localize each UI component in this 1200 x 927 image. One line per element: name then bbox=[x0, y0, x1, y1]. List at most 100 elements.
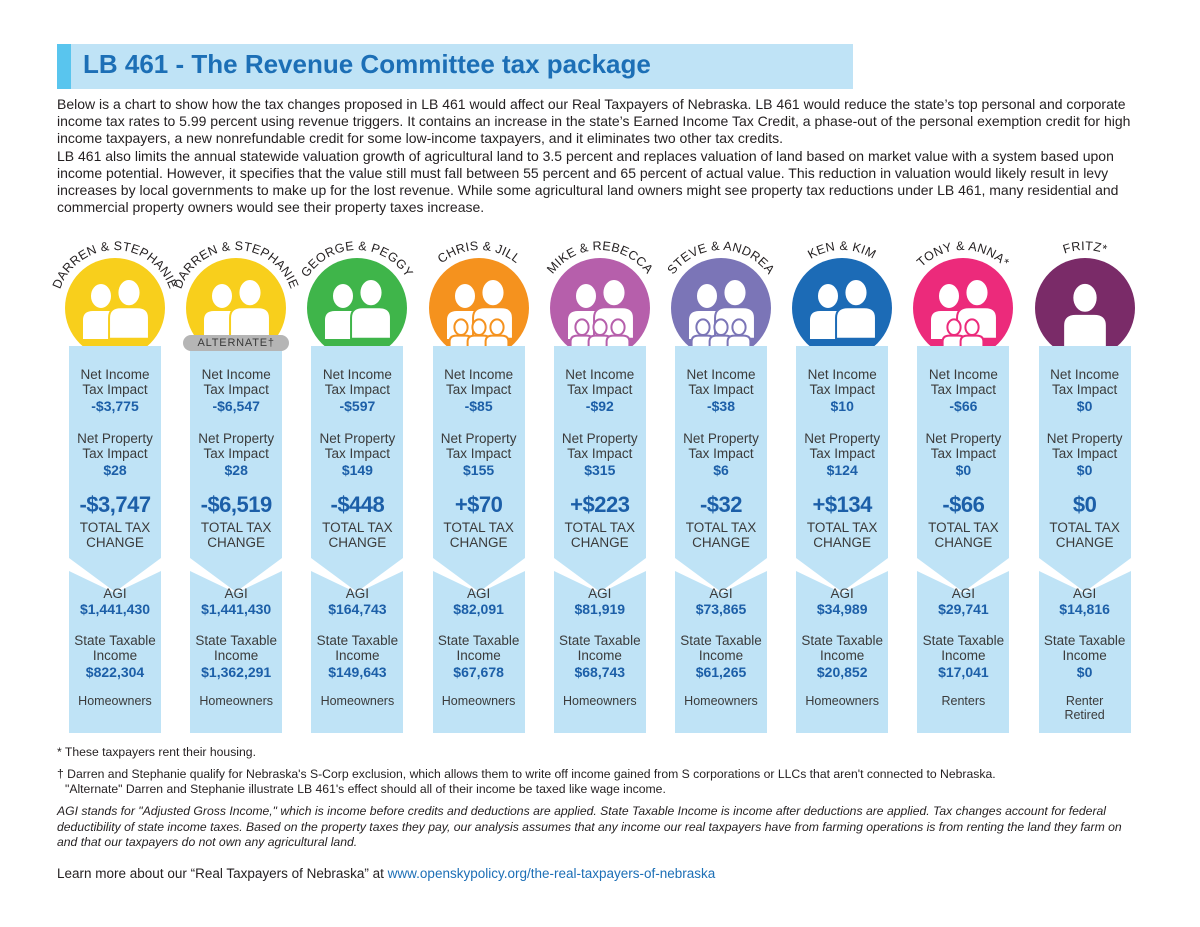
total-tax-change-label: TOTAL TAX bbox=[928, 520, 999, 535]
agi-label: AGI bbox=[224, 586, 248, 601]
tax-impact-panel bbox=[190, 346, 283, 592]
net-property-label: Tax Impact bbox=[567, 446, 633, 461]
state-taxable-income-value: $17,041 bbox=[938, 664, 989, 680]
state-taxable-income-label: Income bbox=[456, 648, 501, 663]
net-property-value: $155 bbox=[463, 462, 495, 478]
net-property-value: $28 bbox=[224, 462, 248, 478]
learn-more: Learn more about our “Real Taxpayers of … bbox=[57, 866, 715, 881]
net-income-label: Net Income bbox=[807, 367, 877, 382]
total-tax-change-value: -$32 bbox=[699, 492, 743, 517]
tax-impact-panel bbox=[432, 346, 525, 592]
housing-status: Homeowners bbox=[562, 694, 637, 708]
net-income-label: Tax Impact bbox=[445, 382, 512, 397]
taxpayer-column: DARREN & STEPHANIE ALTERNATE† Net Income Ta… bbox=[171, 232, 301, 744]
state-taxable-income-value: $0 bbox=[1076, 664, 1093, 680]
net-income-label: Net Income bbox=[928, 367, 998, 382]
net-income-label: Tax Impact bbox=[1051, 382, 1118, 397]
agi-label: AGI bbox=[588, 586, 612, 601]
family-avatar bbox=[307, 258, 408, 358]
net-property-label: Net Property bbox=[77, 431, 153, 446]
tax-impact-panel bbox=[69, 346, 161, 592]
agi-label: AGI bbox=[345, 586, 370, 601]
total-tax-change-label: CHANGE bbox=[449, 535, 508, 550]
income-panel bbox=[190, 571, 283, 733]
net-income-label: Net Income bbox=[322, 367, 392, 382]
state-taxable-income-label: State Taxable bbox=[316, 633, 399, 648]
housing-status: Homeowners bbox=[805, 694, 879, 708]
net-income-value: -$6,547 bbox=[212, 398, 260, 414]
family-avatar bbox=[671, 258, 771, 358]
taxpayer-name: KEN & KIM bbox=[806, 239, 879, 262]
net-property-value: $315 bbox=[584, 462, 616, 478]
agi-label: AGI bbox=[1072, 586, 1097, 601]
total-tax-change-label: TOTAL TAX bbox=[685, 520, 757, 535]
state-taxable-income-label: Income bbox=[335, 648, 380, 663]
tax-impact-panel bbox=[796, 346, 889, 592]
net-property-label: Net Property bbox=[198, 431, 275, 446]
total-tax-change-value: -$448 bbox=[330, 492, 385, 517]
income-panel bbox=[69, 571, 161, 733]
total-tax-change-label: TOTAL TAX bbox=[806, 520, 878, 535]
taxpayer-column: MIKE & REBECCA Net Income Tax Impact -$92 Ne… bbox=[540, 232, 660, 744]
net-property-value: $149 bbox=[341, 462, 373, 478]
total-tax-change-label: CHANGE bbox=[86, 535, 144, 550]
svg-text:FRITZ*: FRITZ* bbox=[1061, 239, 1109, 257]
net-property-label: Tax Impact bbox=[203, 446, 269, 461]
net-property-label: Tax Impact bbox=[688, 446, 754, 461]
taxpayer-column: TONY & ANNA* Net Income Tax Impact -$66 Net … bbox=[903, 232, 1023, 744]
net-property-label: Tax Impact bbox=[809, 446, 875, 461]
taxpayer-column: CHRIS & JILL Net Income Tax Impact -$85 Net … bbox=[419, 232, 539, 744]
agi-value: $34,989 bbox=[816, 601, 868, 617]
agi-label: AGI bbox=[709, 586, 733, 601]
state-taxable-income-label: Income bbox=[577, 648, 622, 663]
footnote-agi: AGI stands for "Adjusted Gross Income," … bbox=[57, 804, 1122, 849]
state-taxable-income-label: State Taxable bbox=[922, 633, 1005, 648]
housing-status: Renter bbox=[1065, 694, 1104, 708]
net-income-value: -$3,775 bbox=[91, 398, 139, 414]
net-income-value: -$85 bbox=[464, 398, 493, 414]
state-taxable-income-label: Income bbox=[1062, 648, 1107, 663]
taxpayer-name-arc: FRITZ* bbox=[1061, 239, 1109, 257]
people-icon bbox=[323, 277, 393, 341]
total-tax-change-value: -$66 bbox=[942, 492, 985, 517]
net-income-value: $10 bbox=[830, 398, 854, 414]
taxpayer-column: KEN & KIM Net Income Tax Impact $10 Net Prop… bbox=[782, 232, 902, 744]
total-tax-change-label: CHANGE bbox=[328, 535, 387, 550]
income-panel bbox=[1038, 571, 1131, 733]
learn-more-link[interactable]: www.openskypolicy.org/the-real-taxpayers… bbox=[387, 866, 716, 881]
income-panel bbox=[553, 571, 646, 733]
total-tax-change-label: CHANGE bbox=[207, 535, 266, 550]
net-property-label: Net Property bbox=[804, 431, 881, 446]
total-tax-change-label: TOTAL TAX bbox=[564, 520, 636, 535]
agi-value: $73,865 bbox=[695, 601, 747, 617]
footnote-rent: * These taxpayers rent their housing. bbox=[57, 745, 256, 759]
agi-value: $1,441,430 bbox=[79, 601, 151, 617]
net-property-value: $124 bbox=[826, 462, 858, 478]
total-tax-change-value: +$223 bbox=[570, 492, 630, 517]
agi-value: $14,816 bbox=[1059, 601, 1110, 617]
net-property-label: Net Property bbox=[683, 431, 759, 446]
net-income-value: -$66 bbox=[949, 398, 978, 414]
total-tax-change-value: +$134 bbox=[812, 492, 873, 517]
state-taxable-income-label: State Taxable bbox=[437, 633, 520, 648]
total-tax-change-value: $0 bbox=[1072, 492, 1097, 517]
footnote-alternate: "Alternate" Darren and Stephanie illustr… bbox=[65, 782, 666, 796]
income-panel bbox=[675, 571, 767, 733]
tax-impact-panel bbox=[675, 346, 767, 592]
people-icon bbox=[1061, 281, 1108, 350]
title-bar: LB 461 - The Revenue Committee tax packa… bbox=[57, 44, 853, 89]
net-income-value: -$597 bbox=[339, 398, 376, 414]
income-panel bbox=[796, 571, 889, 733]
page-title: LB 461 - The Revenue Committee tax packa… bbox=[83, 49, 651, 79]
net-property-label: Net Property bbox=[925, 431, 1002, 446]
housing-status: Homeowners bbox=[441, 694, 516, 708]
housing-status: Renters bbox=[941, 694, 986, 708]
state-taxable-income-value: $149,643 bbox=[328, 664, 387, 680]
agi-label: AGI bbox=[103, 586, 127, 601]
state-taxable-income-label: Income bbox=[941, 648, 986, 663]
income-panel bbox=[432, 571, 525, 733]
agi-value: $82,091 bbox=[453, 601, 504, 617]
people-icon bbox=[808, 277, 878, 341]
state-taxable-income-value: $1,362,291 bbox=[201, 664, 272, 680]
tax-impact-panel bbox=[553, 346, 646, 592]
